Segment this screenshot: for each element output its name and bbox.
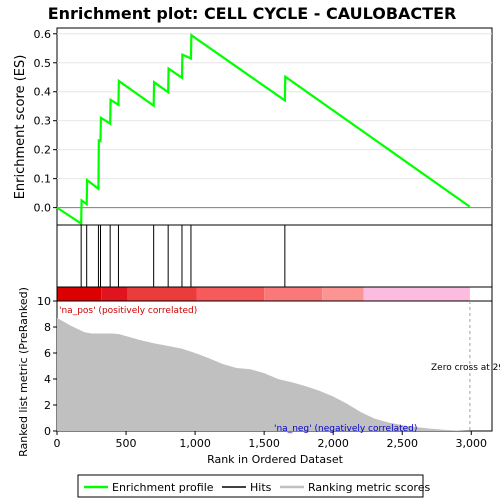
ranking-y-tick-label: 2 bbox=[44, 399, 51, 412]
es-y-axis-label: Enrichment score (ES) bbox=[13, 55, 28, 200]
ranking-colorbar bbox=[57, 287, 470, 301]
legend-hits-label: Hits bbox=[250, 481, 272, 494]
es-y-tick-label: 0.2 bbox=[34, 144, 52, 157]
ranking-y-tick-label: 4 bbox=[44, 373, 51, 386]
es-y-tick-label: 0.5 bbox=[34, 57, 52, 70]
colorbar-segment bbox=[363, 287, 470, 301]
x-tick-label: 2,500 bbox=[386, 437, 418, 450]
x-tick-label: 0 bbox=[54, 437, 61, 450]
colorbar-segment bbox=[264, 287, 323, 301]
es-y-tick-label: 0.0 bbox=[34, 202, 52, 215]
ranking-y-tick-label: 10 bbox=[37, 295, 51, 308]
es-panel-frame bbox=[56, 27, 493, 226]
legend-box bbox=[77, 474, 424, 498]
colorbar-segment bbox=[57, 287, 102, 301]
ranking-x-axis: 0 500 1,000 1,500 2,000 2,500 3,000 bbox=[54, 431, 488, 450]
legend-ranking-label: Ranking metric scores bbox=[308, 481, 430, 494]
negative-correlation-label: 'na_neg' (negatively correlated) bbox=[274, 424, 417, 434]
colorbar-segment bbox=[127, 287, 197, 301]
x-tick-label: 1,500 bbox=[248, 437, 280, 450]
colorbar-segment bbox=[322, 287, 364, 301]
colorbar-segment bbox=[101, 287, 128, 301]
positive-correlation-label: 'na_pos' (positively correlated) bbox=[59, 306, 197, 316]
hits-marks bbox=[80, 225, 286, 287]
es-y-axis: 0.0 0.1 0.2 0.3 0.4 0.5 0.6 bbox=[34, 28, 492, 215]
legend-enrichment-label: Enrichment profile bbox=[112, 481, 214, 494]
zero-cross-label: Zero cross at 2990 bbox=[431, 363, 500, 373]
ranking-y-axis-label: Ranked list metric (PreRanked) bbox=[17, 287, 30, 457]
es-y-tick-label: 0.6 bbox=[34, 28, 52, 41]
x-tick-label: 500 bbox=[116, 437, 137, 450]
ranking-y-tick-label: 0 bbox=[44, 425, 51, 438]
ranking-metric-area bbox=[57, 317, 470, 431]
x-axis-label: Rank in Ordered Dataset bbox=[207, 453, 344, 466]
hits-panel-frame bbox=[56, 224, 493, 288]
enrichment-profile-line bbox=[56, 33, 471, 226]
colorbar-segment bbox=[196, 287, 265, 301]
ranking-y-axis: 0 2 4 6 8 10 bbox=[37, 295, 57, 438]
chart-title: Enrichment plot: CELL CYCLE - CAULOBACTE… bbox=[48, 4, 457, 23]
ranking-y-tick-label: 6 bbox=[44, 347, 51, 360]
x-tick-label: 1,000 bbox=[179, 437, 211, 450]
es-y-tick-label: 0.1 bbox=[34, 173, 52, 186]
x-tick-label: 3,000 bbox=[456, 437, 488, 450]
legend: Enrichment profile Hits Ranking metric sco… bbox=[84, 481, 430, 494]
es-y-tick-label: 0.4 bbox=[34, 86, 52, 99]
ranking-y-tick-label: 8 bbox=[44, 321, 51, 334]
x-tick-label: 2,000 bbox=[317, 437, 349, 450]
es-y-tick-label: 0.3 bbox=[34, 115, 52, 128]
